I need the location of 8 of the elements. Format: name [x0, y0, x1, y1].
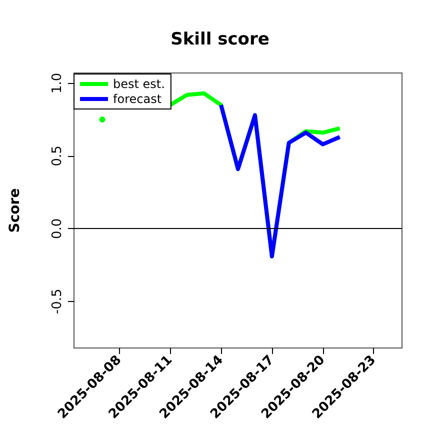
y-tick-label: -0.5: [50, 288, 65, 314]
y-tick-label: 0.5: [50, 146, 65, 166]
legend-label: best est.: [113, 77, 165, 91]
y-tick-label: 1.0: [50, 72, 65, 94]
legend-label: forecast: [113, 92, 162, 106]
chart-title: Skill score: [170, 30, 270, 50]
y-axis-title: Score: [7, 188, 23, 233]
y-tick-label: 0.0: [50, 218, 65, 240]
